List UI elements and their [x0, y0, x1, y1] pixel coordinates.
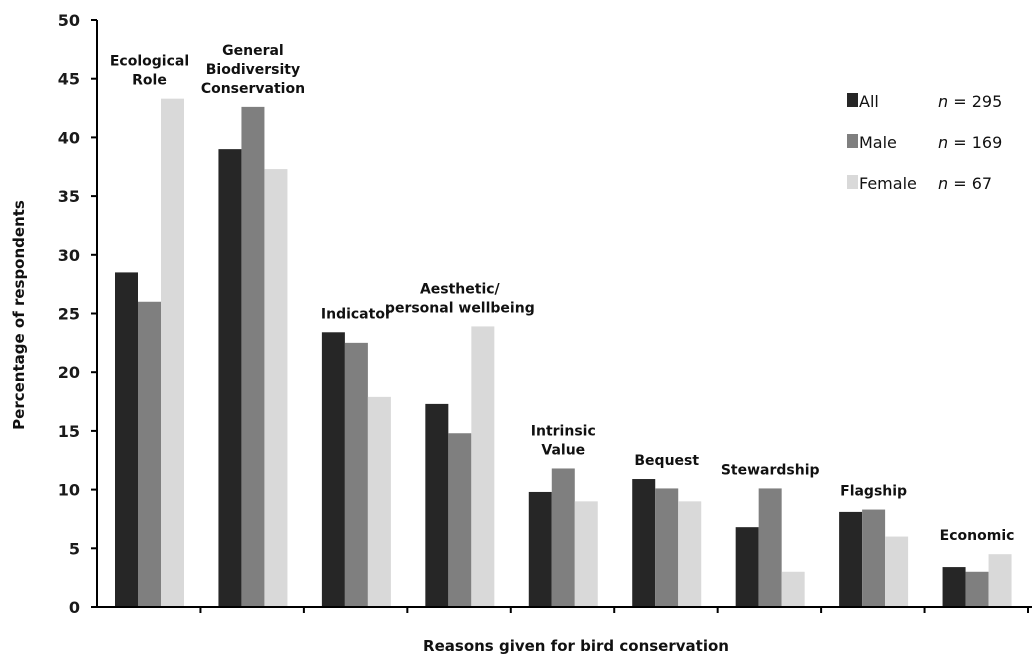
bar-female-9: [988, 554, 1012, 607]
y-tick-label: 5: [69, 539, 80, 558]
category-label: Intrinsic: [531, 423, 596, 439]
category-label: Stewardship: [721, 462, 820, 478]
bar-male-3: [344, 342, 368, 607]
bar-all-8: [839, 511, 863, 607]
category-label: Economic: [940, 528, 1015, 544]
bar-male-8: [862, 509, 886, 607]
y-tick-label: 15: [58, 422, 80, 441]
bar-female-3: [367, 396, 391, 607]
category-label: Aesthetic/: [420, 281, 501, 297]
bar-all-1: [115, 272, 138, 607]
legend-n-female: n = 67: [938, 174, 992, 193]
y-tick-label: 0: [69, 598, 80, 617]
legend-n-all: n = 295: [938, 92, 1002, 111]
bar-male-1: [138, 301, 161, 607]
y-tick-label: 20: [58, 363, 80, 382]
legend: All n = 295 Male n = 169 Female n = 67: [847, 92, 1002, 193]
y-axis-title: Percentage of respondents: [10, 200, 28, 430]
bar-male-2: [241, 106, 265, 607]
bars: [115, 98, 1012, 608]
category-label: personal wellbeing: [385, 300, 535, 316]
bar-all-2: [218, 149, 242, 607]
bar-male-7: [758, 488, 782, 607]
bar-female-4: [471, 326, 495, 607]
bar-all-9: [942, 567, 966, 607]
bar-female-6: [678, 501, 702, 607]
y-axis-ticks: 0 5 10 15 20 25 30 35 40 45 50: [58, 11, 97, 617]
bar-all-6: [632, 479, 656, 607]
bar-female-1: [161, 98, 184, 608]
category-label: Conservation: [201, 81, 305, 97]
category-label: General: [222, 43, 284, 59]
category-label: Ecological: [110, 54, 189, 70]
y-tick-label: 50: [58, 11, 80, 30]
axes: [96, 20, 1032, 608]
x-axis-title: Reasons given for bird conservation: [423, 637, 729, 655]
bar-all-5: [528, 491, 552, 607]
bar-male-9: [965, 571, 989, 607]
category-label: Bequest: [634, 453, 699, 469]
y-tick-label: 10: [58, 481, 80, 500]
bar-female-7: [781, 571, 805, 607]
bar-all-7: [735, 527, 759, 607]
y-tick-label: 30: [58, 246, 80, 265]
y-tick-label: 40: [58, 128, 80, 147]
category-label: Flagship: [840, 484, 907, 500]
legend-swatch-female: [847, 175, 858, 189]
bar-all-4: [425, 403, 449, 607]
category-label: Biodiversity: [206, 62, 300, 78]
y-tick-label: 45: [58, 70, 80, 89]
bar-male-6: [655, 488, 679, 607]
category-label: Value: [541, 442, 585, 458]
bar-female-5: [574, 501, 598, 607]
legend-swatch-all: [847, 93, 858, 107]
bar-all-3: [321, 332, 345, 607]
bar-female-8: [885, 536, 909, 607]
category-label: Indicator: [321, 306, 392, 322]
legend-label-male: Male: [859, 133, 897, 152]
legend-label-female: Female: [859, 174, 917, 193]
legend-label-all: All: [859, 92, 879, 111]
bar-male-5: [551, 468, 575, 607]
bar-male-4: [448, 433, 472, 607]
legend-n-male: n = 169: [938, 133, 1002, 152]
category-label: Role: [132, 73, 167, 89]
category-labels: Ecological Role General Biodiversity Conserv…: [110, 43, 1029, 613]
y-tick-label: 35: [58, 187, 80, 206]
bar-female-2: [264, 169, 288, 607]
y-tick-label: 25: [58, 305, 80, 324]
legend-swatch-male: [847, 134, 858, 148]
